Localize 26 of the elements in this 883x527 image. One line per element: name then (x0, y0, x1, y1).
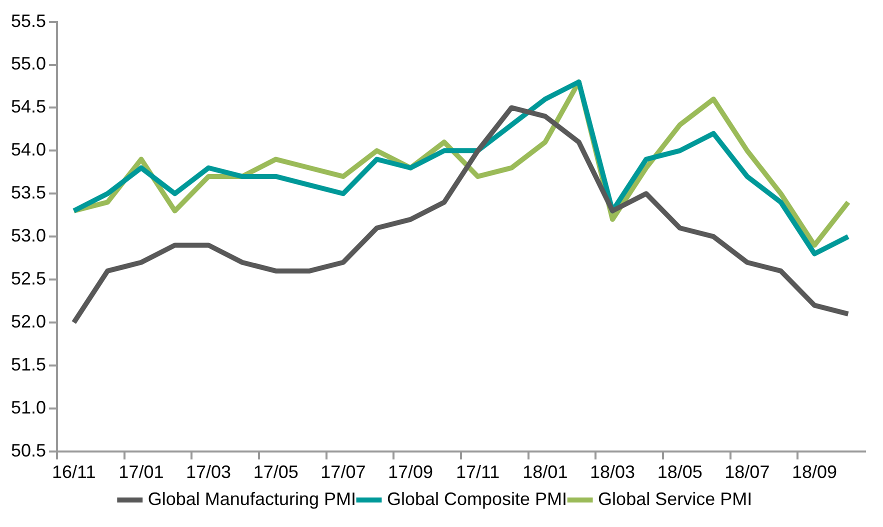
x-tick-label: 17/09 (388, 462, 434, 482)
y-tick-label: 52.5 (10, 268, 46, 289)
y-tick-label: 54.5 (10, 96, 46, 117)
x-tick-label: 18/03 (590, 462, 636, 482)
y-tick-label: 51.5 (10, 354, 46, 374)
y-tick-label: 54.0 (10, 140, 46, 160)
x-tick-label: 17/05 (253, 462, 298, 482)
y-tick-label: 51.0 (10, 397, 46, 418)
legend-label: Global Service PMI (598, 488, 752, 509)
y-tick-label: 52.0 (10, 311, 46, 332)
x-tick-label: 17/03 (186, 462, 232, 482)
legend-label: Global Composite PMI (386, 488, 568, 509)
legend-label: Global Manufacturing PMI (148, 488, 356, 509)
x-tick-label: 18/01 (522, 462, 568, 482)
y-tick-label: 55.0 (10, 54, 46, 74)
y-tick-label: 53.5 (10, 182, 46, 203)
x-tick-label: 18/07 (724, 462, 770, 482)
x-tick-label: 18/09 (792, 462, 838, 482)
x-tick-label: 16/11 (52, 462, 96, 482)
x-tick-label: 18/05 (657, 462, 702, 482)
y-tick-label: 50.5 (10, 440, 46, 460)
x-tick-label: 17/01 (118, 462, 164, 482)
x-tick-label: 17/07 (320, 462, 366, 482)
x-tick-label: 17/11 (456, 462, 500, 482)
y-tick-label: 55.5 (10, 10, 46, 31)
y-tick-label: 53.0 (10, 226, 46, 246)
